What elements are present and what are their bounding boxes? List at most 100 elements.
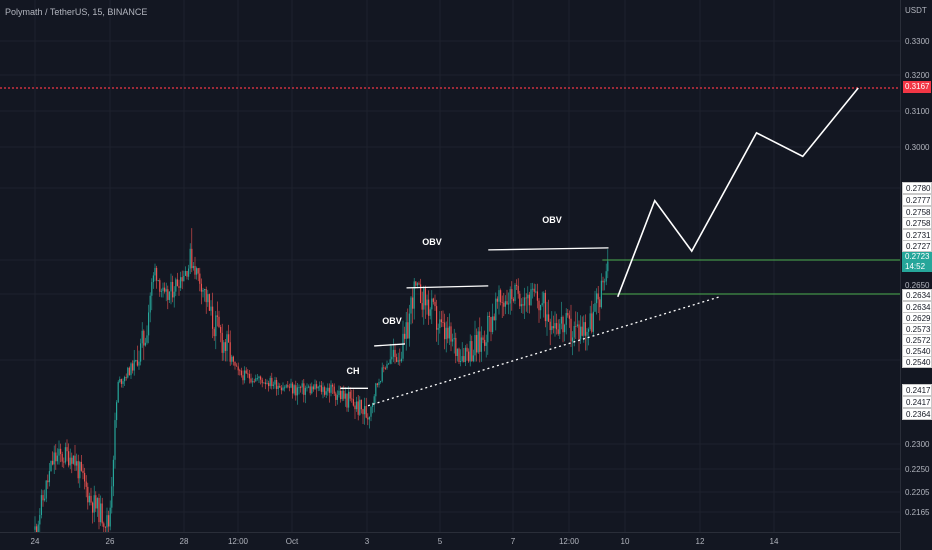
price-axis[interactable]: USDT 0.3300 0.3200 0.3100 0.3000 0.2650 … [900,0,932,550]
candle-body [159,280,161,292]
candle-body [106,515,108,528]
candle-body [250,378,252,383]
candle-body [383,367,385,369]
candle-body [445,327,447,340]
candle-body [498,290,500,302]
candle-body [562,316,564,333]
candle-body [423,288,425,310]
candle-body [575,326,577,327]
candle-body [148,312,150,336]
candle-body [410,297,412,314]
candle-body [607,261,609,272]
candle-body [125,376,127,378]
candle-body [52,460,54,465]
candle-body [533,288,535,292]
candle-body [66,447,68,452]
candle-body [557,329,559,334]
candle-body [461,356,463,362]
candle-body [224,342,226,351]
candle-body [384,368,386,369]
candle-body [408,313,410,339]
candle-body [508,303,510,305]
candle-countdown: 14:52 [905,262,926,271]
candle-body [162,287,164,291]
candle-body [500,290,502,303]
candle-body [501,302,503,304]
candle-body [343,390,345,399]
candle-body [527,294,529,299]
candle-body [452,339,454,342]
ch-annotation: CH [346,366,360,376]
price-tick: 0.2300 [905,440,930,449]
candle-body [559,323,561,334]
chart-canvas[interactable] [0,0,900,532]
candle-body [332,384,334,387]
candle-body [141,330,143,344]
obv-annotation-1: OBV [382,316,402,326]
candle-body [344,393,346,399]
candle-body [536,291,538,301]
candle-body [540,304,542,311]
chart-area[interactable]: Polymath / TetherUS, 15, BINANCE CH OBV … [0,0,900,532]
price-label: 0.2417 [902,384,932,396]
time-label: 28 [179,537,189,546]
candle-body [114,420,116,460]
candle-body [391,356,393,360]
candle-body [93,495,95,513]
time-label: 12:00 [227,537,249,546]
candle-body [170,281,172,292]
candle-body [192,265,194,269]
candle-body [482,337,484,340]
candle-body [228,334,230,343]
candle-body [303,383,305,395]
candle-body [340,390,342,400]
candle-body [602,280,604,283]
candle-body [520,304,522,307]
candle-body [138,361,140,366]
candle-body [176,279,178,287]
candle-body [519,293,521,307]
candle-body [554,323,556,329]
candle-body [42,495,44,501]
candle-body [437,328,439,330]
candle-body [207,294,209,303]
candle-body [466,347,468,352]
candle-body [327,387,329,392]
candle-body [524,297,526,306]
candle-body [330,384,332,393]
candle-body [458,348,460,362]
candle-body [301,383,303,388]
candle-body [380,381,382,383]
candle-body [605,271,607,282]
candle-body [496,298,498,302]
candle-body [549,321,551,331]
candle-body [205,288,207,303]
candle-body [543,292,545,304]
candle-body [455,337,457,356]
candle-body [208,294,210,311]
candle-body [594,303,596,312]
candle-body [103,523,105,527]
candle-body [432,298,434,302]
candle-body [108,515,110,527]
candle-body [535,291,537,293]
candle-body [333,386,335,394]
price-label: 0.2780 [902,182,932,194]
candle-body [181,277,183,282]
time-axis[interactable]: 24 26 28 12:00 Oct 3 5 7 12:00 10 12 14 [0,532,900,550]
price-label: 0.2777 [902,194,932,206]
candle-body [218,316,220,327]
candle-body [53,452,55,465]
candle-body [221,332,223,353]
candle-body [79,461,81,479]
candle-body [472,355,474,362]
candle-body [474,335,476,356]
candle-body [404,333,406,339]
candle-body [242,375,244,381]
price-label: 0.2758 [902,217,932,229]
candle-body [564,324,566,333]
candle-body [271,377,273,386]
candle-body [490,316,492,332]
candle-body [348,391,350,408]
symbol-title[interactable]: Polymath / TetherUS, 15, BINANCE [5,7,148,17]
